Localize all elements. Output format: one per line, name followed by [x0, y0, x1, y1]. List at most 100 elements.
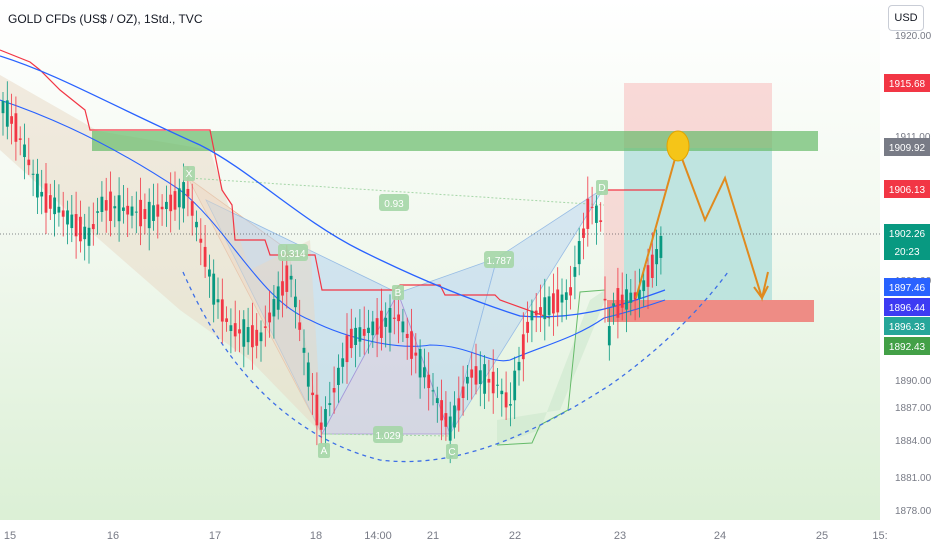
ratio-badge: [379, 194, 409, 211]
time-tick: 21: [427, 530, 439, 542]
candle-body: [371, 321, 375, 336]
pattern-point-label: X: [186, 169, 193, 180]
candle-body: [612, 303, 615, 306]
blue-ma-slow: [0, 55, 666, 318]
price-tick: 1887.00: [895, 403, 932, 414]
candle-body: [233, 323, 237, 337]
cup-dashed-arc: [182, 271, 729, 463]
candle-body: [126, 205, 130, 215]
candle-body: [1, 100, 5, 114]
candle-body: [294, 296, 297, 308]
candle-body: [306, 362, 310, 387]
candle-body: [190, 201, 194, 216]
time-tick: 25: [816, 530, 828, 542]
ratio-label: 0.93: [384, 199, 404, 210]
price-label-bg: [884, 180, 930, 198]
candle-body: [638, 289, 641, 299]
support-zone: [607, 300, 814, 322]
candle-body: [440, 400, 443, 421]
candle-body: [332, 388, 336, 393]
candle-body: [117, 195, 121, 222]
price-label: 1915.68: [889, 79, 926, 90]
candle-body: [160, 206, 164, 210]
candle-body: [272, 299, 276, 317]
pattern-point-badge: [596, 180, 608, 195]
candle-body: [448, 416, 452, 441]
candle-body: [18, 138, 22, 140]
ratio-label: 1.787: [486, 256, 511, 267]
candle-body: [646, 265, 650, 287]
candle-body: [586, 198, 590, 229]
candle-body: [633, 292, 637, 300]
time-tick: 15:: [872, 530, 887, 542]
red-step-ma: [0, 49, 551, 319]
candle-body: [147, 201, 151, 229]
candle-body: [96, 211, 99, 213]
candle-body: [397, 314, 400, 322]
ratio-badge: [373, 426, 403, 443]
candle-body: [405, 333, 409, 339]
candle-body: [79, 216, 82, 242]
entry-zone: [604, 190, 624, 300]
price-label: 1902.26: [889, 229, 926, 240]
candle-body: [276, 286, 280, 310]
candle-body: [289, 275, 293, 280]
left-shaded-area: [0, 75, 322, 434]
candle-body: [139, 199, 142, 227]
candle-body: [61, 210, 65, 217]
candle-body: [517, 361, 521, 371]
candle-body: [487, 378, 491, 383]
candle-body: [470, 369, 474, 378]
candle-body: [650, 254, 654, 278]
candle-body: [122, 207, 125, 211]
price-tick: 1911.00: [895, 132, 931, 143]
candle-body: [311, 392, 314, 396]
candle-body: [177, 188, 181, 208]
candle-body: [199, 238, 203, 243]
price-label-bg: [884, 74, 930, 92]
candle-body: [36, 173, 39, 198]
ratio-badge: [278, 244, 308, 261]
pattern-point-label: D: [598, 183, 605, 194]
price-tick: 1920.00: [895, 31, 932, 42]
candle-body: [328, 403, 332, 406]
candle-body: [40, 191, 44, 197]
candle-body: [337, 367, 340, 385]
candle-body: [57, 206, 61, 213]
candle-body: [156, 204, 160, 217]
candle-body: [195, 221, 198, 228]
candle-body: [83, 226, 87, 240]
candle-body: [500, 390, 504, 395]
price-label-bg: [884, 317, 930, 335]
candle-body: [543, 297, 547, 320]
currency-button[interactable]: USD: [888, 5, 924, 31]
pattern-point-badge: [392, 285, 404, 300]
candle-body: [173, 191, 177, 210]
time-axis-bg: [0, 520, 932, 550]
candle-body: [70, 214, 74, 229]
time-tick: 15: [4, 530, 16, 542]
candle-body: [474, 366, 478, 385]
candle-body: [534, 310, 538, 316]
candle-body: [367, 327, 370, 334]
candle-body: [453, 405, 456, 428]
candle-body: [315, 394, 319, 426]
candle-body: [539, 307, 542, 315]
candle-body: [375, 318, 379, 335]
candle-body: [44, 183, 48, 213]
candle-body: [100, 196, 104, 213]
candle-body: [414, 352, 418, 356]
price-label-bg: [884, 337, 930, 355]
pattern-point-label: A: [321, 446, 328, 457]
candle-body: [91, 224, 95, 230]
candle-body: [547, 296, 551, 316]
candle-body: [14, 113, 18, 142]
projection-path: [635, 144, 769, 302]
price-label: 1896.33: [889, 322, 926, 333]
candle-body: [616, 288, 620, 318]
time-tick: 23: [614, 530, 626, 542]
candle-body: [582, 228, 585, 238]
time-tick: 22: [509, 530, 521, 542]
candle-body: [603, 298, 607, 301]
